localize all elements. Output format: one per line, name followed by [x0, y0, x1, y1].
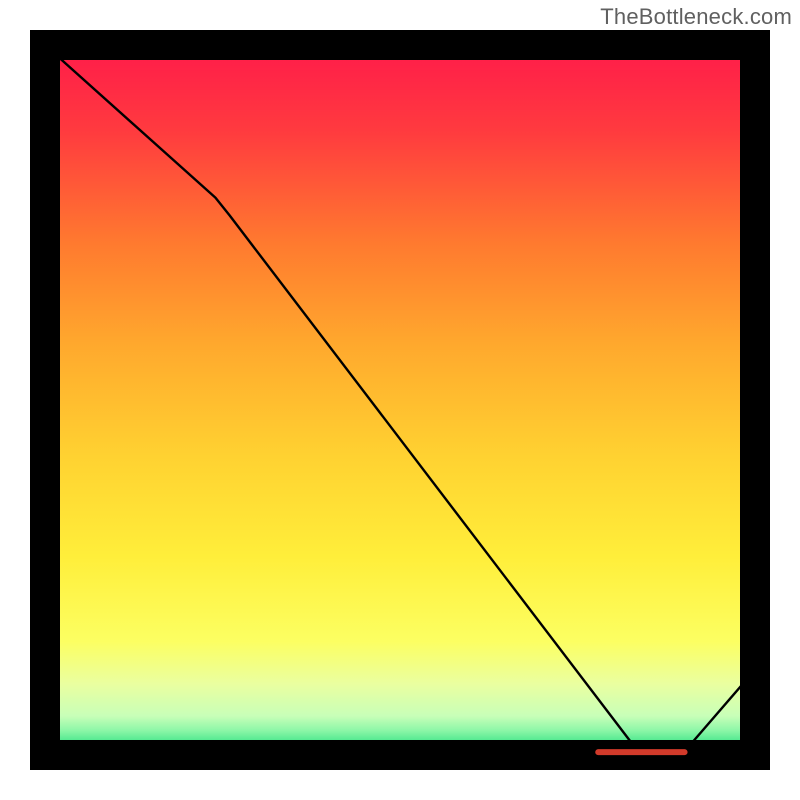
bottleneck-chart — [0, 0, 800, 800]
chart-container: TheBottleneck.com — [0, 0, 800, 800]
optimal-range-marker — [595, 749, 687, 755]
plot-background — [45, 45, 755, 755]
watermark-text: TheBottleneck.com — [600, 4, 792, 30]
